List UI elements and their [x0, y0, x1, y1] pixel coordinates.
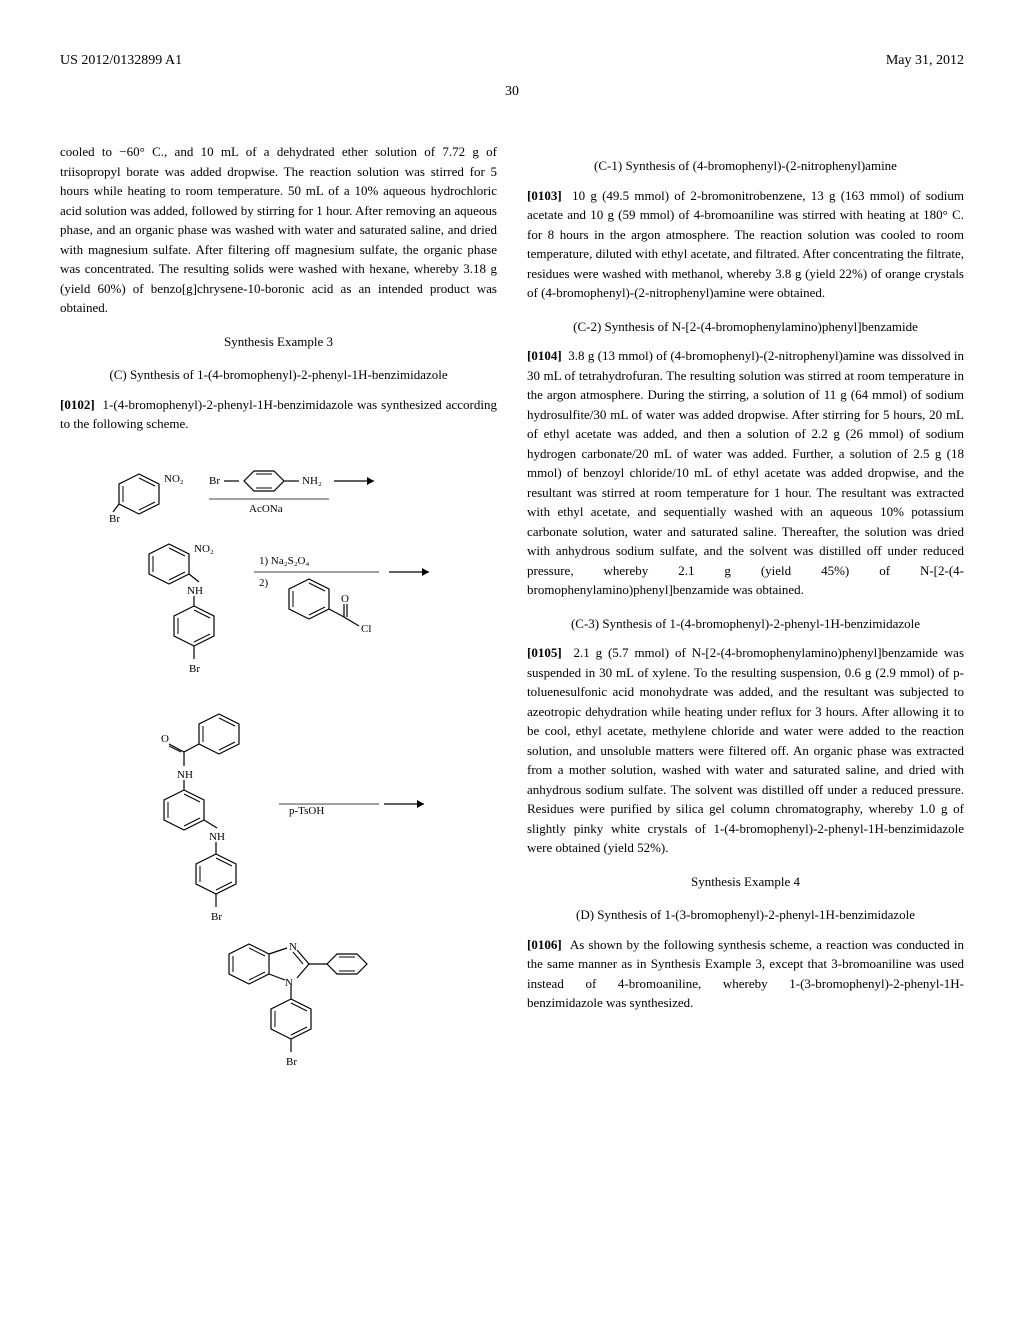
paragraph-0106: [0106] As shown by the following synthes…: [527, 935, 964, 1013]
reaction-scheme: NO₂ Br Br NH₂ AcONa: [60, 454, 497, 1094]
no2-label-1: NO₂: [164, 473, 184, 485]
synthesis-d-subtitle: (D) Synthesis of 1-(3-bromophenyl)-2-phe…: [527, 905, 964, 925]
paragraph-0102: [0102] 1-(4-bromophenyl)-2-phenyl-1H-ben…: [60, 395, 497, 434]
step1-reactant2: Br NH₂ AcONa: [209, 471, 329, 515]
c3-title: (C-3) Synthesis of 1-(4-bromophenyl)-2-p…: [527, 614, 964, 634]
para-0102-text: 1-(4-bromophenyl)-2-phenyl-1H-benzimidaz…: [60, 397, 497, 432]
svg-text:N: N: [285, 977, 293, 989]
svg-text:1) Na₂S₂O₄: 1) Na₂S₂O₄: [259, 555, 309, 567]
right-column: (C-1) Synthesis of (4-bromophenyl)-(2-ni…: [527, 142, 964, 1114]
step2-intermediate: NO₂ NH Br: [149, 543, 214, 675]
para-num-0104: [0104]: [527, 348, 562, 363]
svg-text:N: N: [289, 941, 297, 953]
c2-title: (C-2) Synthesis of N-[2-(4-bromophenylam…: [527, 317, 964, 337]
para-num-0106: [0106]: [527, 937, 562, 952]
para-num-0105: [0105]: [527, 645, 562, 660]
publication-date: May 31, 2012: [886, 50, 964, 71]
svg-text:Br: Br: [189, 663, 200, 675]
page-number: 30: [60, 81, 964, 102]
br-label-1: Br: [109, 513, 120, 525]
synthesis-example-4-title: Synthesis Example 4: [527, 872, 964, 892]
left-column: cooled to −60° C., and 10 mL of a dehydr…: [60, 142, 497, 1114]
synthesis-c-subtitle: (C) Synthesis of 1-(4-bromophenyl)-2-phe…: [60, 365, 497, 385]
svg-text:Br: Br: [209, 475, 220, 487]
para-0104-text: 3.8 g (13 mmol) of (4-bromophenyl)-(2-ni…: [527, 348, 964, 597]
para-num-0103: [0103]: [527, 188, 562, 203]
svg-text:O: O: [161, 733, 169, 745]
paragraph-continuation: cooled to −60° C., and 10 mL of a dehydr…: [60, 142, 497, 318]
scheme-svg: NO₂ Br Br NH₂ AcONa: [89, 454, 469, 1094]
svg-text:2): 2): [259, 577, 269, 589]
paragraph-0103: [0103] 10 g (49.5 mmol) of 2-bromonitrob…: [527, 186, 964, 303]
page-header: US 2012/0132899 A1 May 31, 2012: [60, 50, 964, 71]
svg-text:Br: Br: [211, 911, 222, 923]
paragraph-0104: [0104] 3.8 g (13 mmol) of (4-bromophenyl…: [527, 346, 964, 600]
para-0103-text: 10 g (49.5 mmol) of 2-bromonitrobenzene,…: [527, 188, 964, 301]
svg-text:NH₂: NH₂: [302, 475, 322, 487]
two-column-layout: cooled to −60° C., and 10 mL of a dehydr…: [60, 142, 964, 1114]
final-product: N N Br: [229, 941, 367, 1068]
step3-reagent: p-TsOH: [279, 804, 379, 817]
svg-text:NH: NH: [177, 769, 193, 781]
synthesis-example-3-title: Synthesis Example 3: [60, 332, 497, 352]
svg-text:NO₂: NO₂: [194, 543, 214, 555]
acona-label: AcONa: [249, 503, 283, 515]
patent-number: US 2012/0132899 A1: [60, 50, 182, 71]
svg-text:NH: NH: [187, 585, 203, 597]
step2-reagents: 1) Na₂S₂O₄ 2) O Cl: [254, 555, 379, 635]
svg-text:Cl: Cl: [361, 623, 371, 635]
step1-reactant1: NO₂ Br: [109, 473, 184, 525]
svg-text:O: O: [341, 593, 349, 605]
step3-amide: O NH NH Br: [161, 714, 239, 923]
para-0106-text: As shown by the following synthesis sche…: [527, 937, 964, 1011]
paragraph-0105: [0105] 2.1 g (5.7 mmol) of N-[2-(4-bromo…: [527, 643, 964, 858]
svg-text:NH: NH: [209, 831, 225, 843]
para-0105-text: 2.1 g (5.7 mmol) of N-[2-(4-bromophenyla…: [527, 645, 964, 855]
c1-title: (C-1) Synthesis of (4-bromophenyl)-(2-ni…: [527, 156, 964, 176]
para-num-0102: [0102]: [60, 397, 95, 412]
svg-text:Br: Br: [286, 1056, 297, 1068]
svg-text:p-TsOH: p-TsOH: [289, 805, 324, 817]
